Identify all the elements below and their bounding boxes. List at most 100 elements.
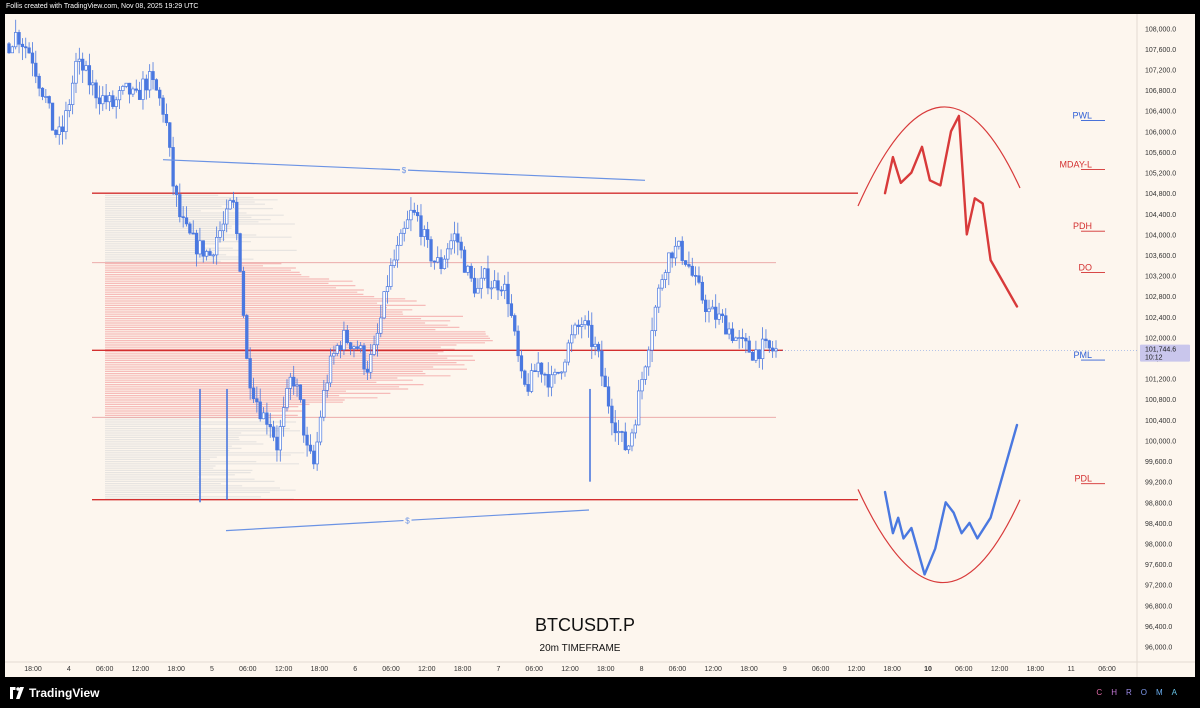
candle-body bbox=[523, 370, 527, 385]
candlestick-chart[interactable]: $ $ PWL MDAY-L PDH DO PML PDL 108,000.0 107,600.0… bbox=[5, 14, 1195, 677]
candle-body bbox=[211, 254, 215, 257]
time-tick-label: 06:00 bbox=[955, 666, 973, 673]
candle-body bbox=[221, 223, 226, 232]
candle-body bbox=[348, 342, 353, 350]
chroma-letter: H bbox=[1111, 688, 1126, 697]
candle-body bbox=[697, 275, 701, 283]
candle-body bbox=[318, 416, 323, 443]
candle-body bbox=[342, 329, 346, 351]
candle-body bbox=[117, 90, 122, 101]
candle-body bbox=[57, 126, 61, 135]
candle-body bbox=[714, 306, 718, 320]
candle-body bbox=[101, 95, 105, 105]
candle-body bbox=[452, 233, 457, 242]
candle-body bbox=[359, 345, 363, 349]
candle-body bbox=[456, 233, 460, 243]
candle-body bbox=[238, 233, 242, 272]
current-price-value: 101,744.6 bbox=[1145, 347, 1176, 354]
time-tick-label: 06:00 bbox=[1098, 666, 1116, 673]
candle-body bbox=[650, 330, 654, 351]
price-tick-label: 100,000.0 bbox=[1145, 438, 1176, 445]
candle-body bbox=[660, 279, 664, 289]
time-tick-label: 4 bbox=[67, 666, 71, 673]
time-tick-label: 12:00 bbox=[418, 666, 436, 673]
time-tick-label: 18:00 bbox=[454, 666, 472, 673]
candle-body bbox=[382, 291, 386, 319]
tradingview-logo[interactable]: TradingView bbox=[10, 686, 99, 700]
upper-projection-arc bbox=[857, 106, 1021, 207]
price-tick-label: 105,600.0 bbox=[1145, 150, 1176, 157]
candle-body bbox=[385, 286, 390, 293]
candle-body bbox=[225, 208, 229, 225]
candle-body bbox=[496, 280, 500, 291]
time-tick-label: 06:00 bbox=[382, 666, 400, 673]
candle-body bbox=[506, 283, 510, 305]
candle-body bbox=[295, 384, 299, 387]
candle-body bbox=[70, 82, 75, 105]
candle-body bbox=[693, 275, 698, 277]
candle-body bbox=[533, 370, 537, 373]
candle-body bbox=[700, 281, 704, 301]
price-tick-label: 103,600.0 bbox=[1145, 253, 1176, 260]
price-tick-label: 96,000.0 bbox=[1145, 645, 1172, 652]
price-tick-label: 107,200.0 bbox=[1145, 68, 1176, 75]
candle-body bbox=[449, 240, 453, 250]
candle-body bbox=[47, 96, 51, 104]
candle-body bbox=[322, 389, 326, 418]
candle-body bbox=[509, 303, 514, 316]
candle-body bbox=[392, 259, 396, 266]
chroma-letter: A bbox=[1171, 688, 1186, 697]
candle-body bbox=[466, 265, 470, 273]
candle-body bbox=[399, 232, 403, 246]
candle-body bbox=[352, 346, 356, 350]
candle-body bbox=[412, 209, 416, 213]
candle-body bbox=[271, 426, 276, 438]
chroma-letter: R bbox=[1125, 688, 1141, 697]
level-label-pdh: PDH bbox=[1073, 221, 1092, 231]
candle-body bbox=[737, 337, 741, 339]
candle-body bbox=[519, 355, 524, 372]
candle-body bbox=[164, 114, 169, 124]
time-tick-label: 18:00 bbox=[1027, 666, 1045, 673]
candle-body bbox=[365, 368, 370, 373]
price-tick-label: 106,800.0 bbox=[1145, 88, 1176, 95]
candle-body bbox=[730, 328, 735, 341]
time-tick-label: 06:00 bbox=[239, 666, 257, 673]
candle-body bbox=[44, 96, 48, 98]
candle-body bbox=[426, 229, 430, 240]
lower-projection-arc bbox=[857, 489, 1021, 584]
candle-body bbox=[308, 444, 313, 452]
candle-body bbox=[740, 337, 745, 339]
price-tick-label: 107,600.0 bbox=[1145, 47, 1176, 54]
candle-body bbox=[570, 334, 574, 344]
price-tick-label: 106,000.0 bbox=[1145, 129, 1176, 136]
candle-body bbox=[268, 424, 272, 428]
candle-body bbox=[757, 349, 761, 360]
candle-body bbox=[87, 65, 92, 86]
candle-body bbox=[637, 390, 641, 426]
candle-body bbox=[549, 374, 554, 388]
candle-body bbox=[657, 287, 661, 308]
candle-body bbox=[439, 257, 443, 269]
candle-body bbox=[593, 343, 597, 347]
candle-body bbox=[154, 79, 159, 91]
chart-area[interactable]: $ $ PWL MDAY-L PDH DO PML PDL 108,000.0 107,600.0… bbox=[5, 14, 1195, 677]
time-tick-label: 18:00 bbox=[883, 666, 901, 673]
candle-body bbox=[265, 412, 269, 425]
trendline-label-bg bbox=[403, 515, 412, 526]
time-tick-label: 06:00 bbox=[812, 666, 830, 673]
candle-body bbox=[429, 239, 433, 262]
current-price-tag bbox=[1140, 344, 1190, 362]
time-tick-label: 06:00 bbox=[96, 666, 114, 673]
trendline-label-bg bbox=[400, 164, 408, 175]
level-label-pml: PML bbox=[1073, 350, 1092, 360]
candle-body bbox=[218, 230, 222, 238]
candle-body bbox=[14, 32, 18, 48]
candle-body bbox=[134, 88, 138, 91]
time-tick-label: 12:00 bbox=[848, 666, 866, 673]
tradingview-logo-icon bbox=[10, 687, 24, 699]
level-label-mday-l: MDAY-L bbox=[1059, 159, 1092, 169]
candle-body bbox=[288, 376, 292, 389]
candle-body bbox=[469, 265, 473, 279]
candle-body bbox=[278, 426, 282, 451]
